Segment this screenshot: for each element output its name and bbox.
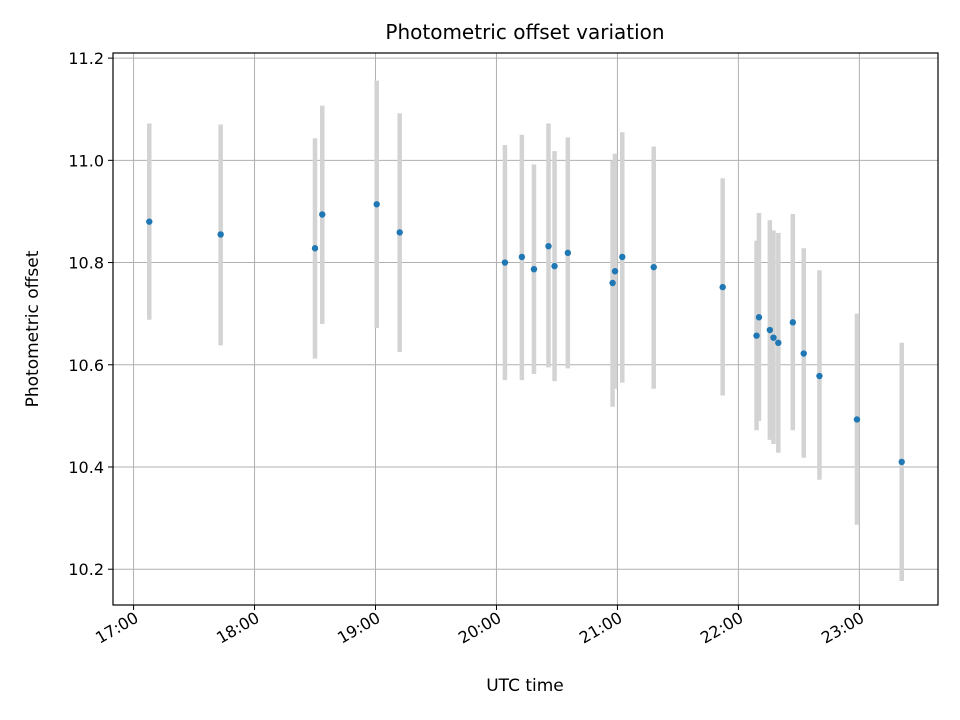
data-point [217, 231, 224, 238]
y-tick-label: 11.2 [68, 49, 104, 68]
chart-title: Photometric offset variation [385, 20, 664, 44]
x-tick-label: 22:00 [697, 608, 746, 648]
y-axis: 10.2 10.4 10.6 10.8 11.0 11.2 [68, 49, 113, 579]
data-point [816, 372, 823, 380]
x-tick-label: 23:00 [818, 608, 867, 648]
data-point [853, 416, 861, 423]
data-point [373, 201, 380, 208]
x-tick-label: 17:00 [92, 608, 141, 648]
grid-lines [113, 53, 938, 605]
y-tick-label: 10.8 [68, 254, 104, 273]
y-tick-label: 10.4 [68, 458, 104, 477]
data-point [311, 245, 319, 252]
data-point [789, 319, 797, 326]
data-point [650, 263, 657, 271]
x-tick-label: 21:00 [576, 608, 625, 648]
error-bars [147, 80, 904, 581]
data-point [545, 243, 552, 250]
y-tick-label: 10.2 [68, 560, 104, 579]
data-point [609, 279, 616, 287]
x-tick-label: 20:00 [455, 608, 504, 648]
x-tick-label: 19:00 [334, 608, 383, 648]
y-tick-label: 10.6 [68, 356, 104, 375]
plot-frame [112, 52, 939, 606]
data-points [146, 201, 905, 466]
data-point [611, 268, 619, 275]
data-point [319, 211, 326, 218]
data-point [564, 249, 572, 257]
data-point [755, 314, 763, 321]
y-tick-label: 11.0 [68, 151, 104, 170]
data-point [530, 266, 538, 273]
data-point [770, 334, 777, 341]
y-axis-label: Photometric offset [23, 250, 43, 407]
data-point [619, 253, 626, 261]
data-point [551, 262, 558, 270]
data-point [396, 229, 403, 236]
data-point [800, 350, 807, 357]
x-axis: 17:00 18:00 19:00 20:00 21:00 22:00 23:00 [92, 605, 867, 648]
data-point [518, 253, 526, 261]
data-point [898, 458, 905, 466]
data-point [766, 326, 774, 334]
data-point [719, 283, 726, 291]
data-point [753, 332, 760, 339]
data-point [146, 218, 153, 225]
x-axis-label: UTC time [486, 676, 564, 696]
data-point [775, 339, 782, 346]
data-point [501, 259, 509, 266]
x-tick-label: 18:00 [213, 608, 262, 648]
